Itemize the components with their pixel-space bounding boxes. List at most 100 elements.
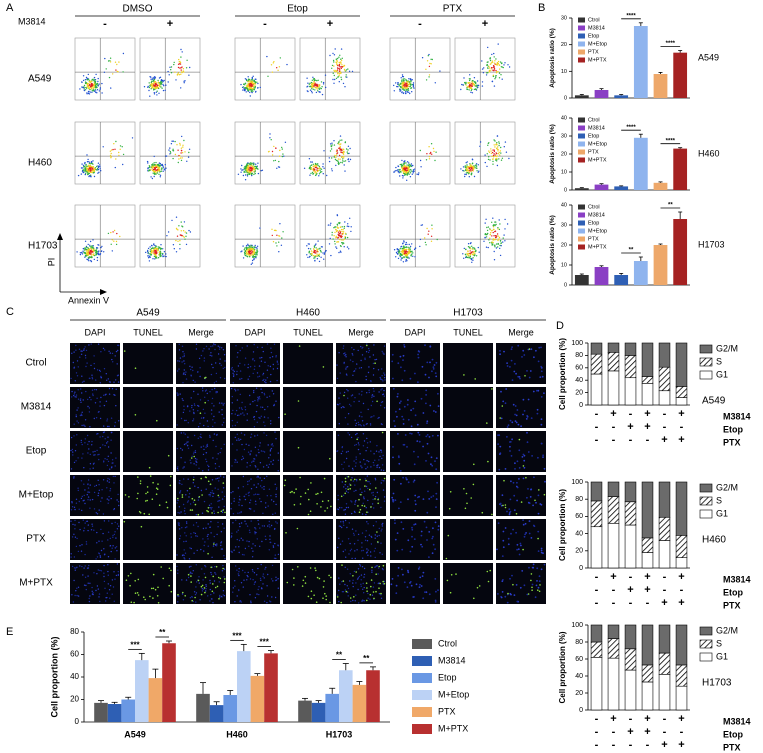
tunel-dot — [177, 497, 179, 500]
flow-dot — [152, 172, 154, 174]
nucleus — [98, 489, 101, 491]
flow-dot — [329, 237, 331, 240]
flow-dot — [256, 81, 258, 83]
channel-label: DAPI — [244, 327, 265, 337]
flow-dot — [90, 86, 92, 88]
nucleus — [383, 376, 386, 379]
tunel-dot — [222, 509, 225, 511]
flow-dot — [493, 62, 496, 64]
flow-dot — [428, 65, 431, 68]
flow-dot — [116, 63, 118, 66]
nucleus — [107, 502, 109, 504]
flow-dot — [493, 69, 495, 71]
nucleus — [402, 443, 405, 446]
image-frame — [283, 475, 333, 516]
flow-dot — [400, 82, 402, 85]
nucleus — [354, 484, 356, 486]
nucleus — [185, 378, 188, 380]
nucleus — [367, 511, 369, 513]
nucleus — [343, 362, 345, 365]
flow-dot — [313, 246, 316, 248]
flow-dot — [406, 243, 408, 246]
nucleus — [107, 556, 110, 558]
flow-dot — [178, 74, 181, 76]
micrograph — [283, 387, 333, 428]
nucleus — [184, 461, 186, 464]
flow-dot — [158, 82, 161, 84]
flow-dot — [481, 85, 484, 87]
flow-dot — [152, 164, 154, 166]
flow-dot — [347, 152, 349, 155]
flow-dot — [311, 85, 313, 87]
flow-dot — [402, 92, 405, 95]
flow-dot — [161, 79, 164, 82]
nucleus — [241, 455, 244, 458]
flow-dot — [425, 79, 428, 81]
flow-dot — [242, 89, 244, 91]
nucleus — [88, 448, 90, 450]
nucleus — [238, 495, 241, 498]
flow-dot — [340, 161, 342, 164]
flow-dot — [319, 87, 321, 89]
nucleus — [508, 508, 511, 510]
nucleus — [89, 468, 91, 470]
flow-dot — [411, 165, 413, 167]
micrograph — [390, 387, 440, 428]
flow-dot — [498, 158, 500, 160]
flow-dot — [175, 251, 178, 253]
nucleus — [398, 408, 401, 411]
flow-dot — [313, 169, 315, 171]
group-label: Etop — [287, 4, 308, 15]
flow-dot — [312, 255, 315, 257]
nucleus — [234, 390, 237, 392]
row-label: Etop — [26, 446, 47, 457]
nucleus — [371, 395, 374, 397]
flow-dot — [317, 240, 319, 242]
flow-plot — [299, 204, 361, 268]
nucleus — [223, 354, 226, 356]
flow-dot — [503, 146, 505, 148]
flow-dot — [399, 254, 401, 257]
tunel-dot — [190, 457, 193, 459]
flow-dot — [398, 83, 400, 85]
nucleus — [337, 498, 339, 501]
nucleus — [85, 349, 88, 352]
flow-dot — [90, 260, 93, 263]
nucleus — [106, 425, 109, 428]
flow-dot — [314, 259, 316, 262]
nucleus — [364, 358, 366, 361]
nucleus — [102, 479, 105, 481]
flow-dot — [467, 246, 470, 248]
nucleus — [392, 500, 394, 503]
flow-dot — [471, 261, 473, 263]
group-label: A549 — [136, 308, 160, 319]
nucleus — [109, 490, 111, 492]
nucleus — [265, 502, 267, 504]
flow-dot — [336, 60, 338, 62]
flow-dot — [496, 233, 499, 235]
flow-dot — [83, 84, 86, 87]
nucleus — [267, 444, 269, 446]
flow-dot — [179, 60, 181, 63]
nucleus — [99, 370, 102, 373]
flow-dot — [160, 83, 163, 85]
flow-dot — [343, 246, 345, 248]
flow-dot — [169, 66, 171, 69]
nucleus — [426, 420, 429, 423]
nucleus — [236, 399, 239, 401]
flow-dot — [494, 224, 496, 227]
flow-dot — [161, 163, 163, 166]
nucleus — [108, 481, 110, 483]
nucleus — [183, 405, 185, 407]
flow-dot — [89, 165, 92, 167]
flow-dot — [151, 166, 154, 169]
flow-dot — [401, 254, 403, 257]
nucleus — [75, 502, 78, 504]
flow-dot — [311, 86, 313, 88]
tunel-dot — [360, 493, 362, 496]
flow-dot — [467, 82, 470, 84]
flow-dot — [429, 152, 431, 155]
nucleus — [248, 375, 251, 378]
flow-dot — [150, 244, 153, 247]
flow-dot — [86, 248, 88, 251]
